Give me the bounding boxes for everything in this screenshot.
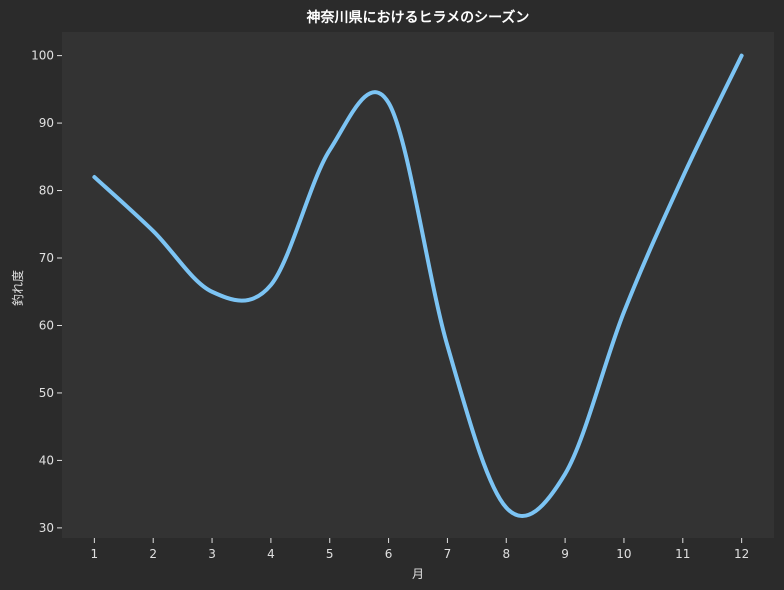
- data-point: [387, 101, 391, 105]
- data-point: [681, 175, 685, 179]
- data-point: [563, 472, 567, 476]
- x-tick-label: 8: [502, 547, 510, 561]
- y-tick-label: 60: [39, 318, 54, 332]
- data-point: [210, 290, 214, 294]
- y-tick-label: 40: [39, 453, 54, 467]
- data-point: [445, 344, 449, 348]
- y-tick-label: 90: [39, 116, 54, 130]
- x-tick-label: 6: [385, 547, 393, 561]
- y-tick-label: 30: [39, 521, 54, 535]
- x-tick-label: 9: [561, 547, 569, 561]
- x-tick-label: 7: [444, 547, 452, 561]
- y-tick-label: 80: [39, 184, 54, 198]
- x-tick-label: 10: [616, 547, 631, 561]
- x-tick-label: 5: [326, 547, 334, 561]
- y-tick-label: 100: [31, 49, 54, 63]
- y-axis-label: 釣れ度: [10, 270, 25, 306]
- x-axis-label: 月: [412, 567, 424, 581]
- plot-area: [62, 32, 774, 538]
- x-tick-label: 12: [734, 547, 749, 561]
- series-layer: [92, 53, 744, 518]
- y-tick-label: 50: [39, 386, 54, 400]
- data-point: [92, 175, 96, 179]
- data-point: [151, 229, 155, 233]
- data-point: [740, 54, 744, 58]
- x-tick-label: 3: [208, 547, 216, 561]
- x-tick-label: 11: [675, 547, 690, 561]
- x-tick-label: 1: [91, 547, 99, 561]
- y-tick-label: 70: [39, 251, 54, 265]
- x-tick-label: 4: [267, 547, 275, 561]
- series-line: [92, 53, 744, 518]
- x-axis: 1 2 3 4 5 6 7 8 9 10 11 12: [91, 538, 749, 561]
- chart-title: 神奈川県におけるヒラメのシーズン: [307, 9, 530, 26]
- data-point: [504, 506, 508, 510]
- data-point: [269, 283, 273, 287]
- y-axis: 30 40 50 60 70 80 90 100: [31, 49, 62, 535]
- data-point: [328, 148, 332, 152]
- x-tick-label: 2: [149, 547, 157, 561]
- data-point: [622, 310, 626, 314]
